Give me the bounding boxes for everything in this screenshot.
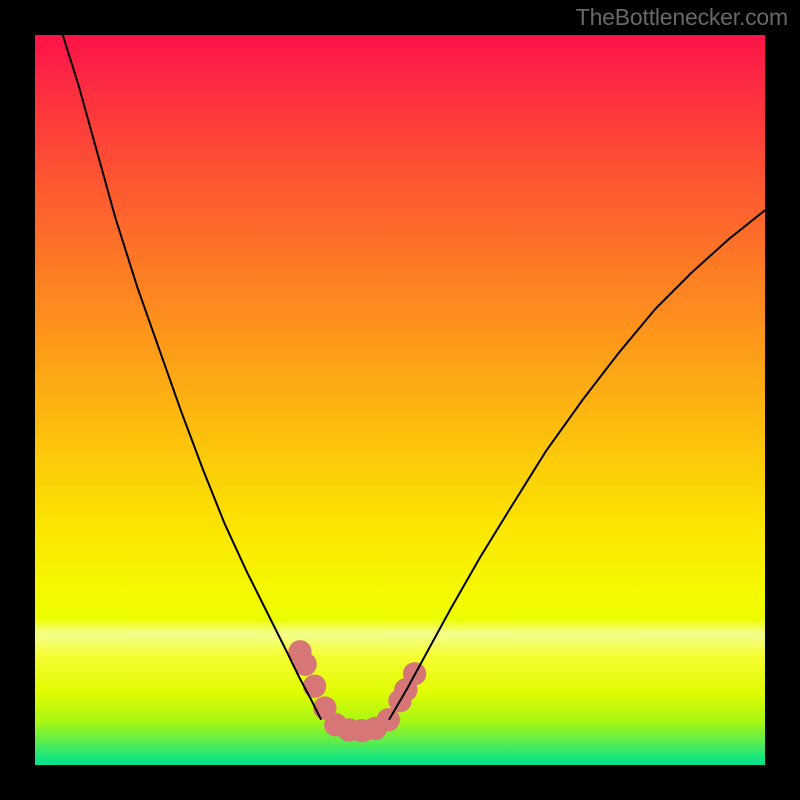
curve-layer bbox=[35, 35, 765, 765]
left-curve bbox=[63, 35, 321, 720]
chart-frame: TheBottlenecker.com bbox=[0, 0, 800, 800]
right-curve bbox=[389, 210, 765, 720]
watermark-text: TheBottlenecker.com bbox=[576, 4, 788, 31]
marker-dot bbox=[303, 674, 326, 697]
